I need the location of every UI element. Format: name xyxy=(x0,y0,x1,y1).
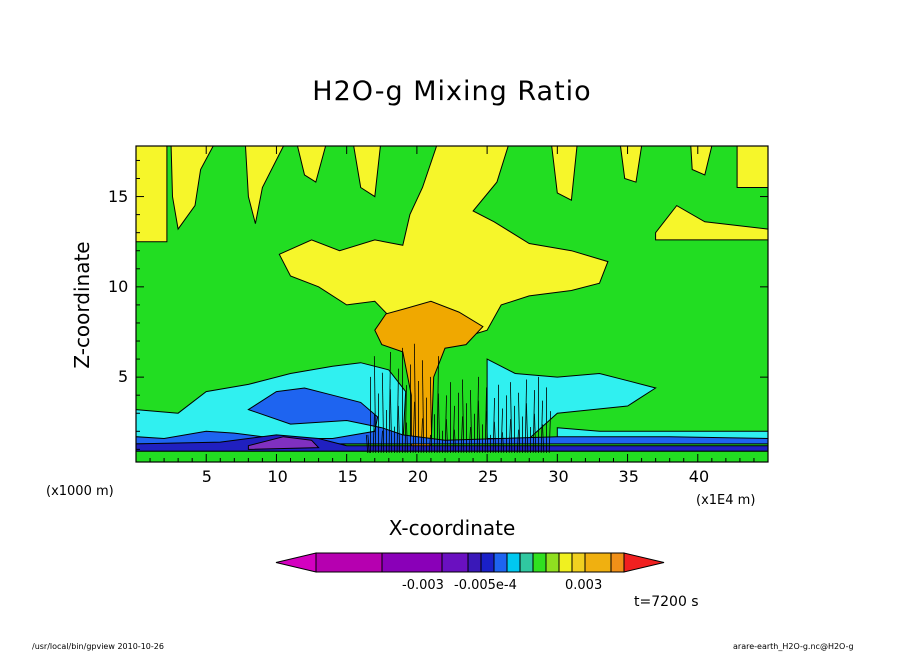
convection-contour xyxy=(452,405,455,453)
core-region xyxy=(374,300,484,450)
convection-contour xyxy=(397,405,401,453)
convection-contour xyxy=(494,421,497,453)
y-axis-label: Z-coordinate xyxy=(70,241,94,369)
convection-contour xyxy=(548,411,551,453)
convection-contour xyxy=(421,360,425,453)
convection-contour xyxy=(444,395,447,453)
convection-contour xyxy=(468,426,471,453)
colorbar-high-extension xyxy=(623,552,665,573)
convection-contour xyxy=(405,422,409,453)
footer-file: arare-earth_H2O-g.nc@H2O-g xyxy=(733,642,854,651)
time-annotation: t=7200 s xyxy=(634,594,699,610)
y-tick-label: 10 xyxy=(108,276,129,296)
convection-contour xyxy=(518,392,521,453)
convection-contour xyxy=(542,424,545,453)
colorbar-cell xyxy=(558,552,573,573)
convection-contour xyxy=(429,376,433,453)
colorbar-label: -0.005e-4 xyxy=(454,578,517,593)
upper-region xyxy=(135,145,168,243)
convection-contour xyxy=(461,379,465,453)
colorbar-cell xyxy=(519,552,534,573)
convection-contour xyxy=(508,419,511,453)
colorbar-label: 0.003 xyxy=(565,578,603,593)
x-unit-left: (x1000 m) xyxy=(46,484,114,499)
convection-contour xyxy=(380,430,383,453)
convection-contour xyxy=(492,397,495,453)
colorbar-cell xyxy=(493,552,508,573)
convection-contour xyxy=(436,356,439,453)
convection-contour xyxy=(389,389,393,453)
x-tick-label: 35 xyxy=(618,467,639,486)
mixing-ratio-field xyxy=(135,145,769,463)
convection-contour xyxy=(372,414,375,453)
plot-axes xyxy=(135,145,769,463)
convection-contour xyxy=(428,434,431,454)
colorbar-cell xyxy=(610,552,625,573)
convection-contour xyxy=(469,390,473,453)
colorbar-label: -0.003 xyxy=(402,578,444,593)
y-tick-label: 5 xyxy=(118,367,129,387)
colorbar xyxy=(275,552,665,573)
convection-contour xyxy=(460,416,463,453)
colorbar-cell xyxy=(480,552,495,573)
surface-layer xyxy=(135,450,769,463)
bottom-layer xyxy=(247,436,320,450)
convection-contour xyxy=(540,400,543,453)
colorbar-cell xyxy=(467,552,482,573)
footer-program: /usr/local/bin/gpview 2010-10-26 xyxy=(32,642,164,651)
convection-contour xyxy=(365,434,369,454)
x-tick-label: 25 xyxy=(478,467,499,486)
x-tick-label: 10 xyxy=(267,467,288,486)
colorbar-cell xyxy=(571,552,586,573)
convection-contour xyxy=(445,419,449,453)
convection-contour xyxy=(500,408,503,453)
x-tick-label: 40 xyxy=(688,467,710,486)
colorbar-cell xyxy=(506,552,521,573)
colorbar-cell xyxy=(584,552,612,573)
convection-contour xyxy=(510,382,513,453)
convection-contour xyxy=(478,400,481,453)
colorbar-cell xyxy=(381,552,443,573)
x-tick-label: 5 xyxy=(201,467,212,486)
colorbar-cell xyxy=(441,552,469,573)
colorbar-cell xyxy=(315,552,383,573)
y-tick-label: 15 xyxy=(108,186,129,206)
convection-contour xyxy=(486,411,489,453)
convection-contour xyxy=(524,379,527,453)
chart-title: H2O-g Mixing Ratio xyxy=(312,76,592,107)
colorbar-cell xyxy=(545,552,560,573)
convection-contour xyxy=(396,368,399,453)
x-tick-label: 30 xyxy=(548,467,569,486)
convection-contour xyxy=(453,429,457,453)
convection-contour xyxy=(532,390,535,453)
convection-contour xyxy=(476,376,479,453)
convection-contour xyxy=(388,352,391,453)
x-tick-label: 20 xyxy=(407,467,429,486)
convection-contour xyxy=(367,434,370,454)
convection-contour xyxy=(381,372,385,453)
convection-contour xyxy=(534,413,537,453)
plot-frame xyxy=(135,145,769,463)
x-axis-label: X-coordinate xyxy=(388,516,516,540)
convection-contour xyxy=(373,356,377,453)
convection-contour xyxy=(420,418,423,453)
convection-contour xyxy=(502,432,505,453)
convection-contour xyxy=(516,429,519,453)
convection-contour xyxy=(437,393,441,453)
anvil-region xyxy=(278,145,609,342)
convection-contour xyxy=(413,343,417,453)
convection-contour xyxy=(484,387,487,453)
convection-contour xyxy=(404,385,407,453)
x-tick-label: 15 xyxy=(337,467,359,486)
upper-region xyxy=(736,145,769,188)
convection-contour xyxy=(526,403,529,453)
colorbar-cell xyxy=(532,552,547,573)
colorbar-low-extension xyxy=(275,552,317,573)
x-unit-right: (x1E4 m) xyxy=(696,493,756,508)
convection-contour xyxy=(412,401,415,453)
